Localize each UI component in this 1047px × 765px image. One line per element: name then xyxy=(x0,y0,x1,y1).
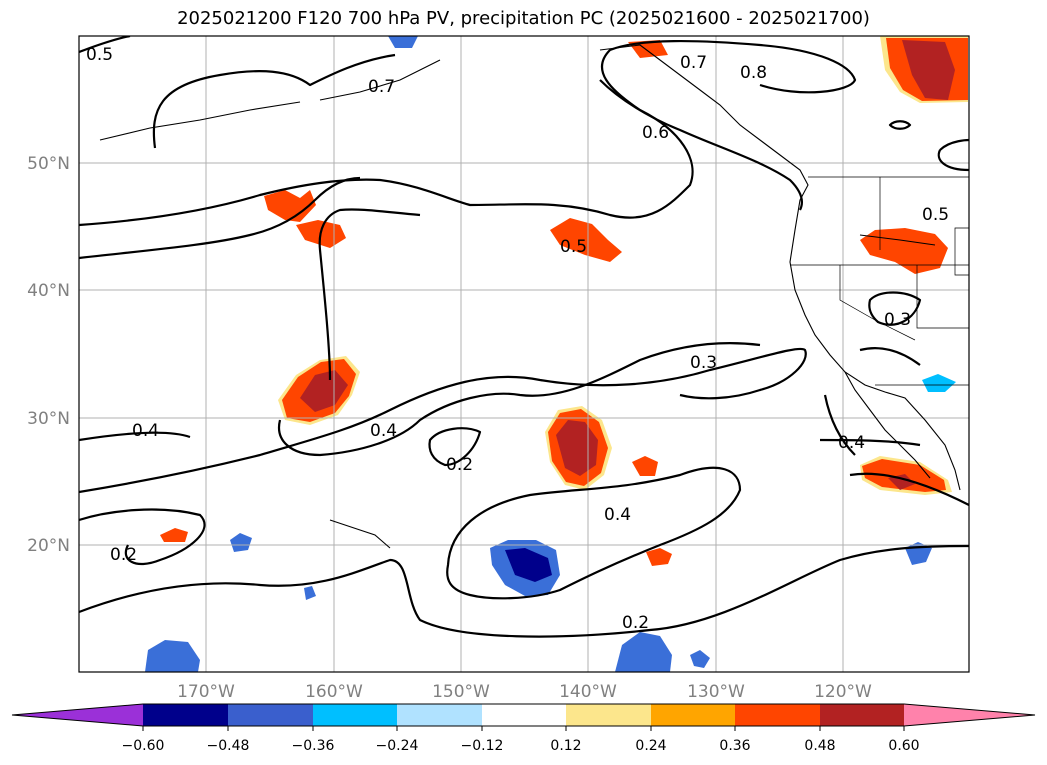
lon-label: 150°W xyxy=(432,682,490,702)
pv-contour xyxy=(859,347,921,366)
pv-contour xyxy=(79,431,191,442)
lon-label: 130°W xyxy=(687,682,745,702)
pv-contour xyxy=(79,508,206,566)
contour-labels: 0.5 0.7 0.7 0.8 0.6 0.5 0.5 0.3 0.3 0.4 … xyxy=(86,45,949,633)
contour-label: 0.4 xyxy=(838,433,865,453)
precip-blob xyxy=(922,374,956,392)
lon-label: 170°W xyxy=(177,682,235,702)
colorbar-tick: −0.60 xyxy=(122,738,165,754)
precip-blob xyxy=(860,228,948,274)
contour-label: 0.3 xyxy=(884,310,911,330)
political-borders xyxy=(790,176,969,386)
precip-negative-areas xyxy=(145,36,956,672)
colorbar-segment xyxy=(820,704,904,726)
contour-label: 0.7 xyxy=(368,77,395,97)
lon-label: 120°W xyxy=(814,682,872,702)
precip-blob xyxy=(615,632,672,672)
pv-contour xyxy=(823,394,856,456)
precip-blob xyxy=(690,650,710,668)
precip-blob xyxy=(160,528,188,542)
contour-label: 0.4 xyxy=(604,505,631,525)
longitude-labels: 170°W 160°W 150°W 140°W 130°W 120°W xyxy=(177,682,872,702)
precip-blob xyxy=(145,640,200,672)
map-border xyxy=(78,35,970,673)
colorbar-segment xyxy=(566,704,651,726)
contour-label: 0.2 xyxy=(110,545,137,565)
colorbar-segment xyxy=(397,704,482,726)
colorbar-segment xyxy=(143,704,228,726)
colorbar-tick: 0.60 xyxy=(888,738,919,754)
precip-blob xyxy=(264,190,316,222)
map-gridlines xyxy=(79,36,969,672)
colorbar-tick: −0.24 xyxy=(376,738,419,754)
latitude-labels: 50°N 40°N 30°N 20°N xyxy=(27,154,70,556)
pv-contour xyxy=(428,427,482,467)
colorbar-tick: −0.12 xyxy=(461,738,504,754)
pv-contour xyxy=(277,342,761,457)
lat-label: 50°N xyxy=(27,154,70,174)
contour-label: 0.4 xyxy=(132,421,159,441)
colorbar-tick: 0.48 xyxy=(804,738,835,754)
precip-blob xyxy=(550,218,622,262)
colorbar-segment xyxy=(735,704,820,726)
precip-blob xyxy=(388,36,418,48)
coastlines xyxy=(99,44,961,549)
contour-label: 0.4 xyxy=(370,421,397,441)
lat-label: 20°N xyxy=(27,536,70,556)
colorbar-segment xyxy=(313,704,397,726)
pv-contour xyxy=(849,472,969,506)
precip-blob xyxy=(230,533,252,552)
precip-blob xyxy=(646,548,672,566)
precip-blob xyxy=(300,370,348,412)
contour-label: 0.2 xyxy=(446,455,473,475)
pv-contour xyxy=(79,176,361,260)
pv-contour xyxy=(79,39,857,227)
precip-blob xyxy=(304,586,316,600)
colorbar-tick: 0.24 xyxy=(635,738,666,754)
pv-contour xyxy=(599,79,804,211)
colorbar-segment xyxy=(651,704,735,726)
precip-blob xyxy=(632,456,658,476)
map-title: 2025021200 F120 700 hPa PV, precipitatio… xyxy=(177,8,870,29)
contour-label: 0.5 xyxy=(560,237,587,257)
lat-label: 40°N xyxy=(27,281,70,301)
pv-contours xyxy=(79,36,969,638)
pv-contour xyxy=(79,544,969,638)
lon-label: 140°W xyxy=(559,682,617,702)
pv-contour xyxy=(446,466,742,600)
pv-contour xyxy=(888,120,912,130)
contour-label: 0.6 xyxy=(642,123,669,143)
colorbar-segment xyxy=(228,704,313,726)
precip-blob xyxy=(505,548,552,582)
colorbar-segment xyxy=(482,704,566,726)
colorbar-right-extension xyxy=(904,704,1035,726)
colorbar-tick: 0.36 xyxy=(719,738,750,754)
pv-contour xyxy=(79,347,807,494)
contour-label: 0.2 xyxy=(622,613,649,633)
pv-contour xyxy=(819,438,921,447)
colorbar-left-extension xyxy=(12,704,143,726)
contour-label: 0.3 xyxy=(690,353,717,373)
pv-contour xyxy=(868,291,922,326)
pv-contour xyxy=(152,53,396,149)
colorbar-tick: −0.48 xyxy=(207,738,250,754)
contour-label: 0.7 xyxy=(680,53,707,73)
colorbar-tick: −0.36 xyxy=(292,738,335,754)
colorbar-tick: 0.12 xyxy=(550,738,581,754)
lon-label: 160°W xyxy=(305,682,363,702)
colorbar: −0.60 −0.48 −0.36 −0.24 −0.12 0.12 0.24 … xyxy=(11,703,1036,754)
precip-positive-areas xyxy=(160,36,968,566)
lat-label: 30°N xyxy=(27,409,70,429)
contour-label: 0.5 xyxy=(86,45,113,65)
pv-contour xyxy=(79,36,131,54)
contour-label: 0.8 xyxy=(740,63,767,83)
precip-blob xyxy=(902,40,955,100)
pv-contour xyxy=(318,208,421,381)
contour-label: 0.5 xyxy=(922,205,949,225)
